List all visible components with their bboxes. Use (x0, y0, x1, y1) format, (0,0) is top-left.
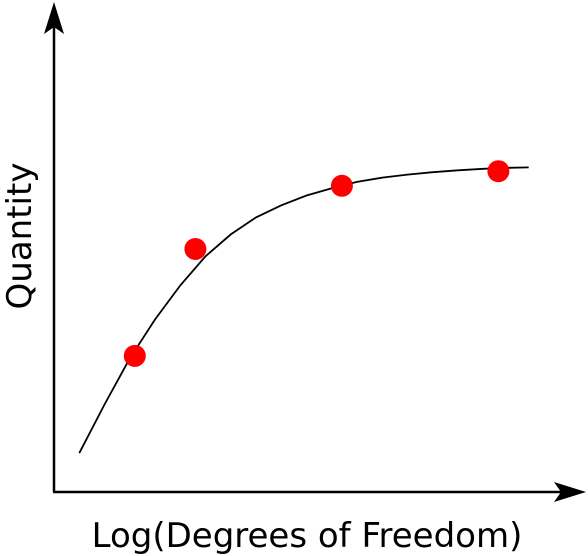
data-points (123, 160, 510, 367)
x-axis-label: Log(Degrees of Freedom) (92, 516, 523, 556)
fit-curve (78, 166, 529, 454)
x-axis-arrow-icon (554, 482, 586, 502)
data-point-2 (184, 238, 207, 260)
y-axis-arrow-icon (44, 2, 64, 34)
data-point-3 (330, 174, 353, 197)
y-axis-label: Quantity (0, 163, 40, 310)
data-point-1 (123, 344, 146, 367)
data-point-4 (487, 160, 510, 183)
